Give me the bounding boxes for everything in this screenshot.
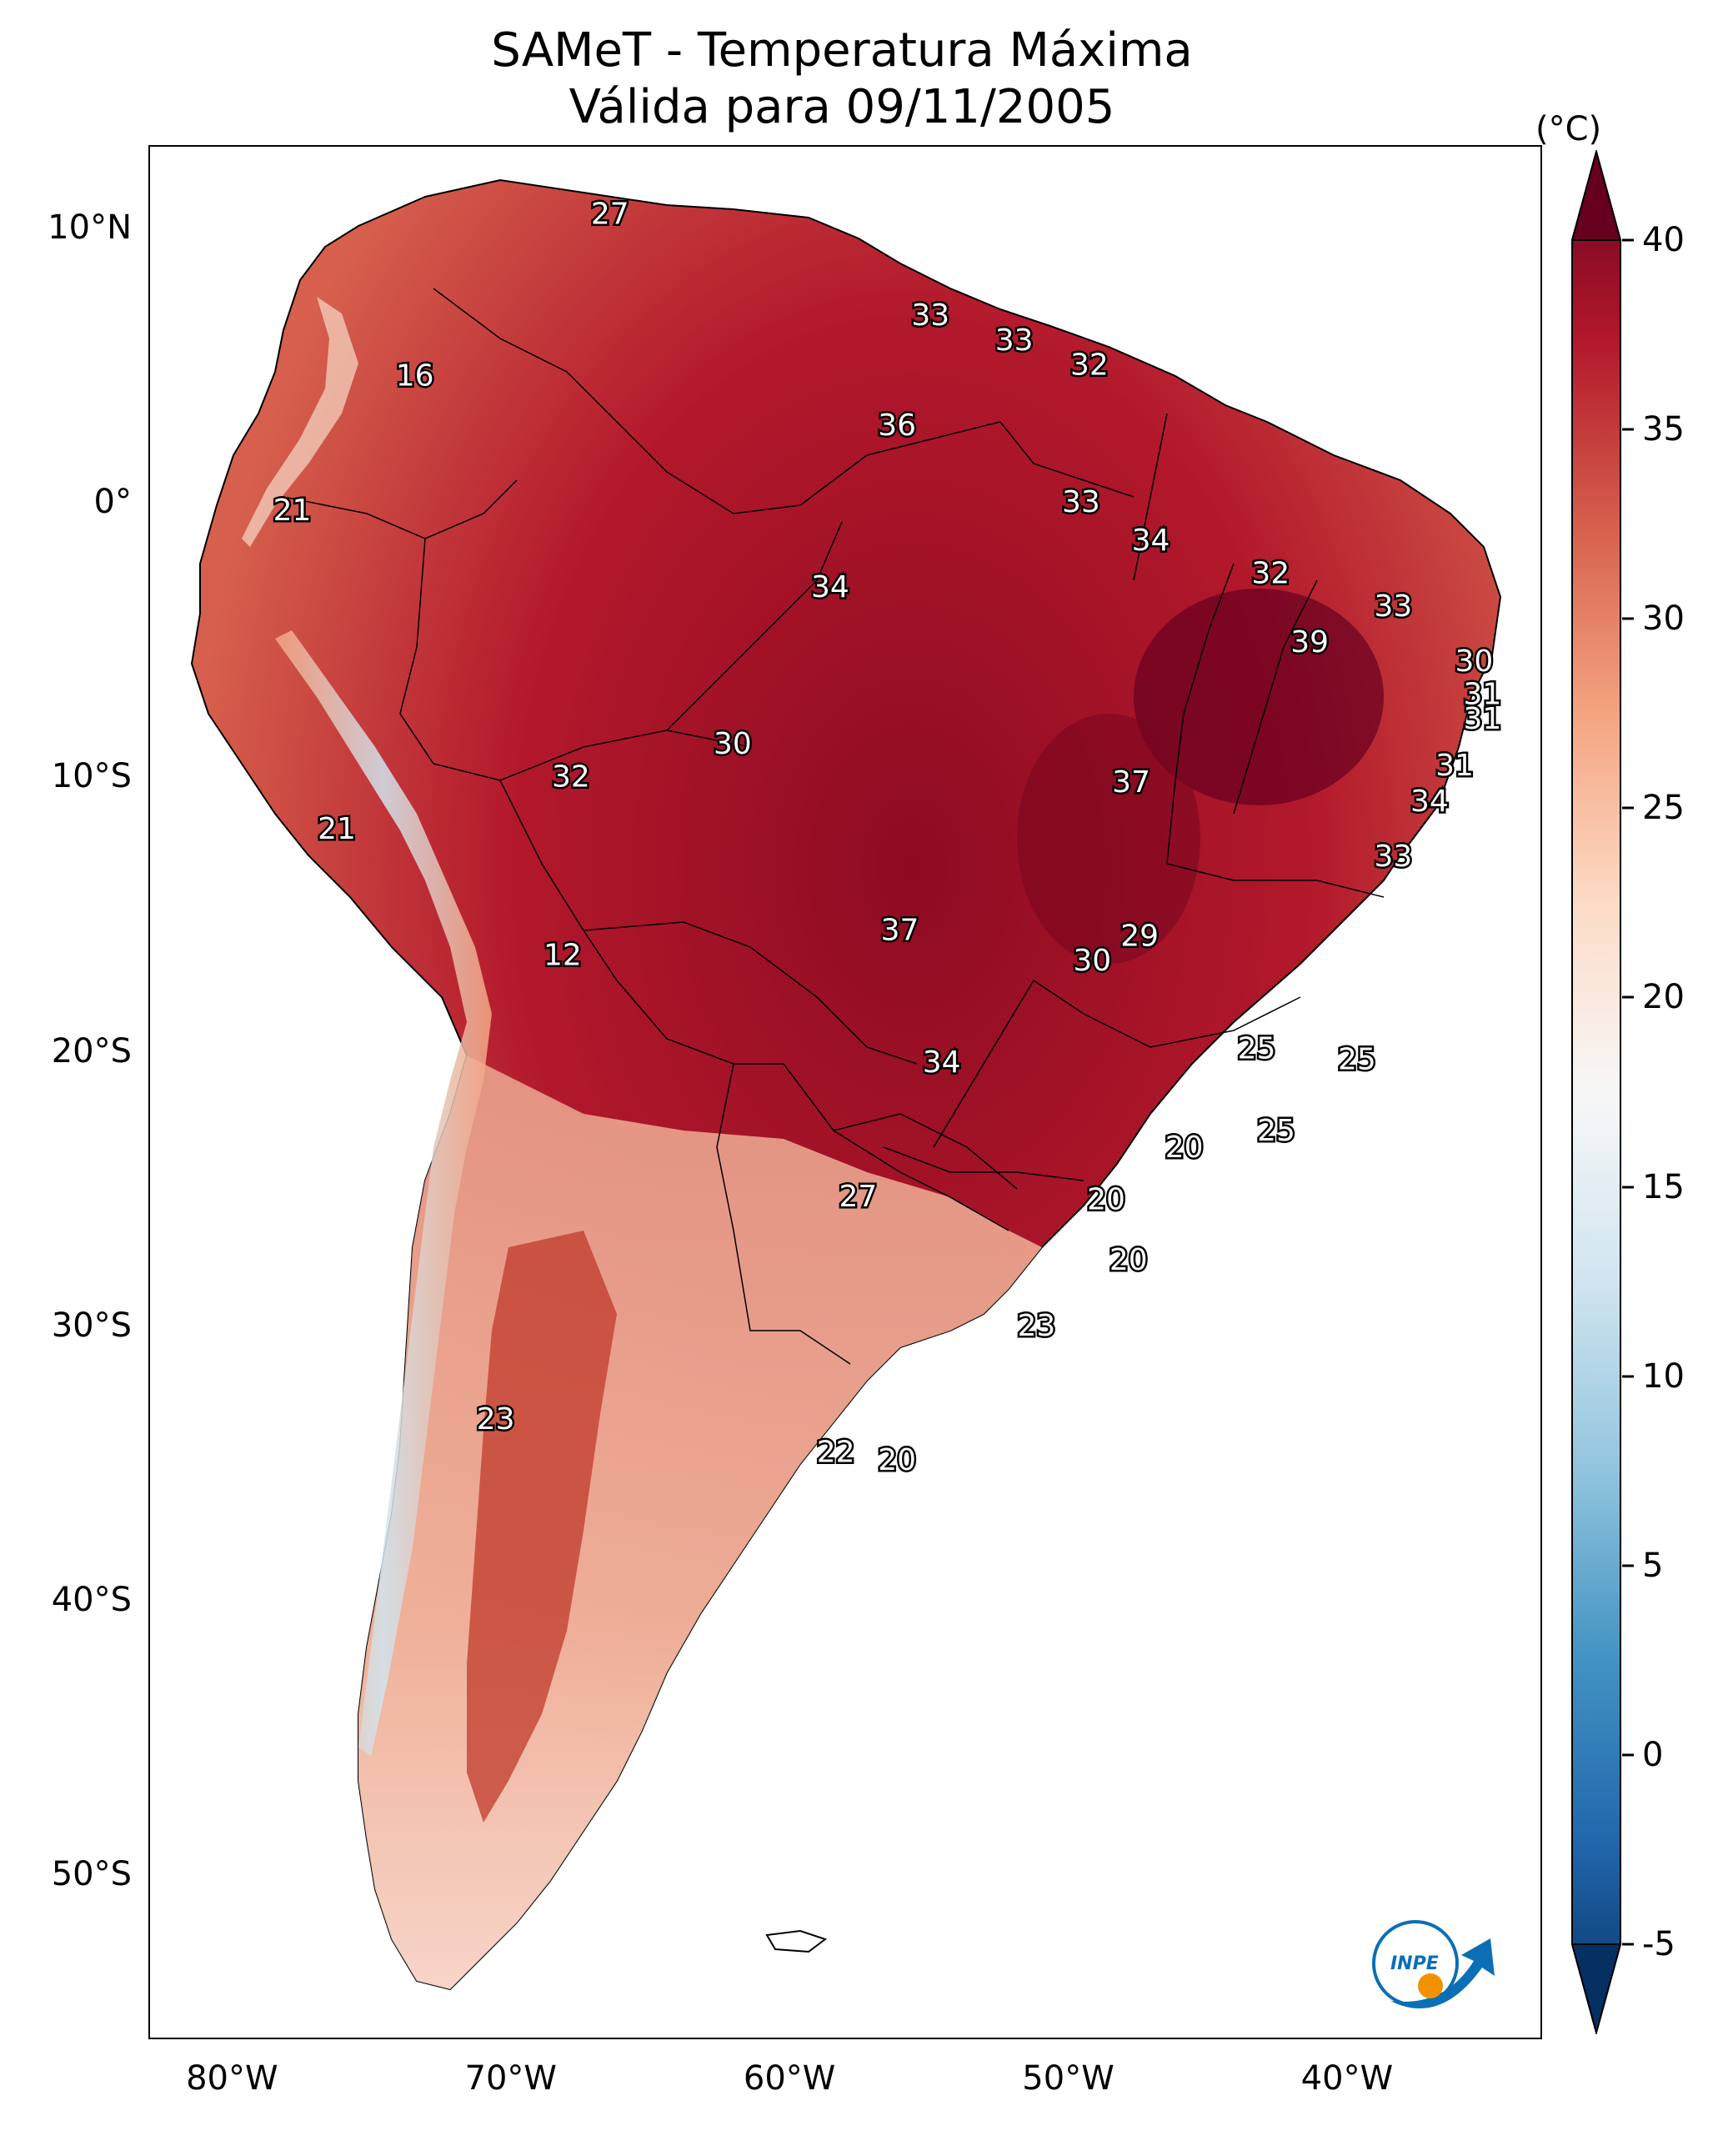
temperature-value-label: 31: [1435, 749, 1474, 783]
colorbar-tick: [1622, 1753, 1634, 1757]
lon-label-80w: 80°W: [186, 2059, 278, 2098]
temperature-value-label: 20: [1165, 1131, 1204, 1165]
temperature-value-label: 32: [1251, 557, 1290, 591]
colorbar: [1570, 150, 1622, 2034]
colorbar-tick-label: 5: [1642, 1546, 1664, 1585]
colorbar-tick-label: 25: [1642, 789, 1685, 828]
temperature-value-label: 20: [1109, 1243, 1148, 1277]
temperature-value-label: 25: [1238, 1031, 1276, 1065]
hot-core-central: [1017, 714, 1200, 964]
temperature-value-label: 30: [1073, 944, 1111, 978]
northern-andes-cool-strip: [242, 297, 358, 547]
temperature-value-label: 37: [1112, 765, 1150, 800]
chart-title-line1: SAMeT - Temperatura Máxima: [491, 23, 1193, 78]
temperature-value-label: 20: [878, 1443, 916, 1477]
temperature-value-label: 34: [1132, 524, 1170, 558]
colorbar-tick-label: 35: [1642, 410, 1685, 449]
temperature-value-label: 34: [1410, 785, 1449, 819]
temperature-value-label: 31: [1464, 678, 1502, 712]
hot-core-northeast: [1134, 589, 1384, 805]
lon-label-60w: 60°W: [743, 2059, 836, 2098]
colorbar-max-extend: [1570, 150, 1622, 241]
colorbar-tick: [1622, 428, 1634, 431]
lat-label-50s: 50°S: [51, 1855, 132, 1894]
temperature-value-label: 23: [477, 1402, 515, 1436]
colorbar-tick-label: -5: [1642, 1925, 1675, 1963]
lat-label-0: 0°: [93, 483, 132, 522]
chart-title-line2: Válida para 09/11/2005: [568, 80, 1115, 134]
argentina-warm-zone: [467, 1231, 617, 1823]
map-panel: 27 33 33 32 16 36 33 21 34 32 34 33 39 30 31 31 30 31 32 37…: [148, 145, 1542, 2039]
temperature-value-label: 21: [318, 812, 356, 846]
temperature-value-label: 20: [1087, 1182, 1125, 1216]
lon-label-50w: 50°W: [1022, 2059, 1114, 2098]
colorbar-tick-label: 30: [1642, 599, 1685, 639]
temperature-value-label: 31: [1464, 702, 1502, 736]
temperature-value-label: 30: [714, 727, 752, 761]
temperature-value-label: 23: [1017, 1309, 1055, 1343]
lat-label-10s: 10°S: [51, 757, 132, 796]
colorbar-tick: [1622, 1564, 1634, 1567]
lon-label-40w: 40°W: [1300, 2059, 1394, 2098]
lat-label-10n: 10°N: [48, 208, 132, 247]
temperature-value-label: 33: [911, 298, 949, 333]
lat-label-30s: 30°S: [51, 1306, 132, 1345]
temperature-value-label: 33: [1375, 840, 1413, 874]
colorbar-tick: [1622, 1186, 1634, 1189]
temperature-value-label: 34: [811, 570, 849, 604]
temperature-value-label: 30: [1455, 644, 1493, 679]
inpe-logo: INPE: [1372, 1920, 1495, 2008]
temperature-value-label: 21: [273, 494, 312, 528]
temperature-value-label: 29: [1120, 919, 1159, 953]
colorbar-unit: (°C): [1535, 110, 1602, 148]
colorbar-min-extend: [1570, 1943, 1622, 2034]
temperature-value-label: 12: [543, 938, 582, 972]
temperature-value-label: 34: [923, 1045, 961, 1080]
temperature-value-label: 27: [839, 1180, 877, 1214]
colorbar-tick: [1622, 1943, 1634, 1946]
colorbar-tick-label: 40: [1642, 221, 1685, 259]
colorbar-tick-label: 20: [1642, 978, 1685, 1017]
colorbar-tick-label: 0: [1642, 1735, 1664, 1774]
temperature-value-label: 33: [1062, 485, 1100, 519]
colorbar-tick: [1622, 806, 1634, 810]
temperature-value-label: 32: [1070, 348, 1109, 382]
lat-label-40s: 40°S: [51, 1581, 132, 1620]
inpe-logo-text: INPE: [1390, 1953, 1439, 1974]
lon-label-70w: 70°W: [464, 2059, 557, 2098]
temperature-value-label: 25: [1257, 1114, 1295, 1148]
temperature-value-label: 33: [995, 323, 1034, 358]
falkland-islands: [765, 1929, 828, 1953]
colorbar-tick: [1622, 238, 1634, 242]
temperature-value-label: 27: [591, 197, 629, 231]
temperature-value-label: 32: [552, 760, 590, 794]
colorbar-tick-label: 15: [1642, 1167, 1685, 1206]
temperature-value-label: 22: [817, 1435, 855, 1469]
colorbar-tick: [1622, 617, 1634, 620]
southern-cone-region: [358, 1055, 1042, 1989]
temperature-value-label: 37: [881, 914, 919, 948]
temperature-value-label: 36: [878, 409, 916, 443]
colorbar-tick-label: 10: [1642, 1356, 1685, 1396]
temperature-value-label: 25: [1338, 1042, 1376, 1076]
andes-cool-strip: [275, 630, 492, 1756]
colorbar-tick: [1622, 1375, 1634, 1378]
temperature-value-label: 33: [1375, 589, 1413, 624]
colorbar-tick: [1622, 995, 1634, 999]
colorbar-bar: [1571, 150, 1621, 2034]
temperature-value-label: 16: [396, 359, 434, 394]
lat-label-20s: 20°S: [51, 1031, 132, 1070]
temperature-value-label: 39: [1290, 625, 1329, 659]
country-borders: [283, 288, 1385, 1365]
